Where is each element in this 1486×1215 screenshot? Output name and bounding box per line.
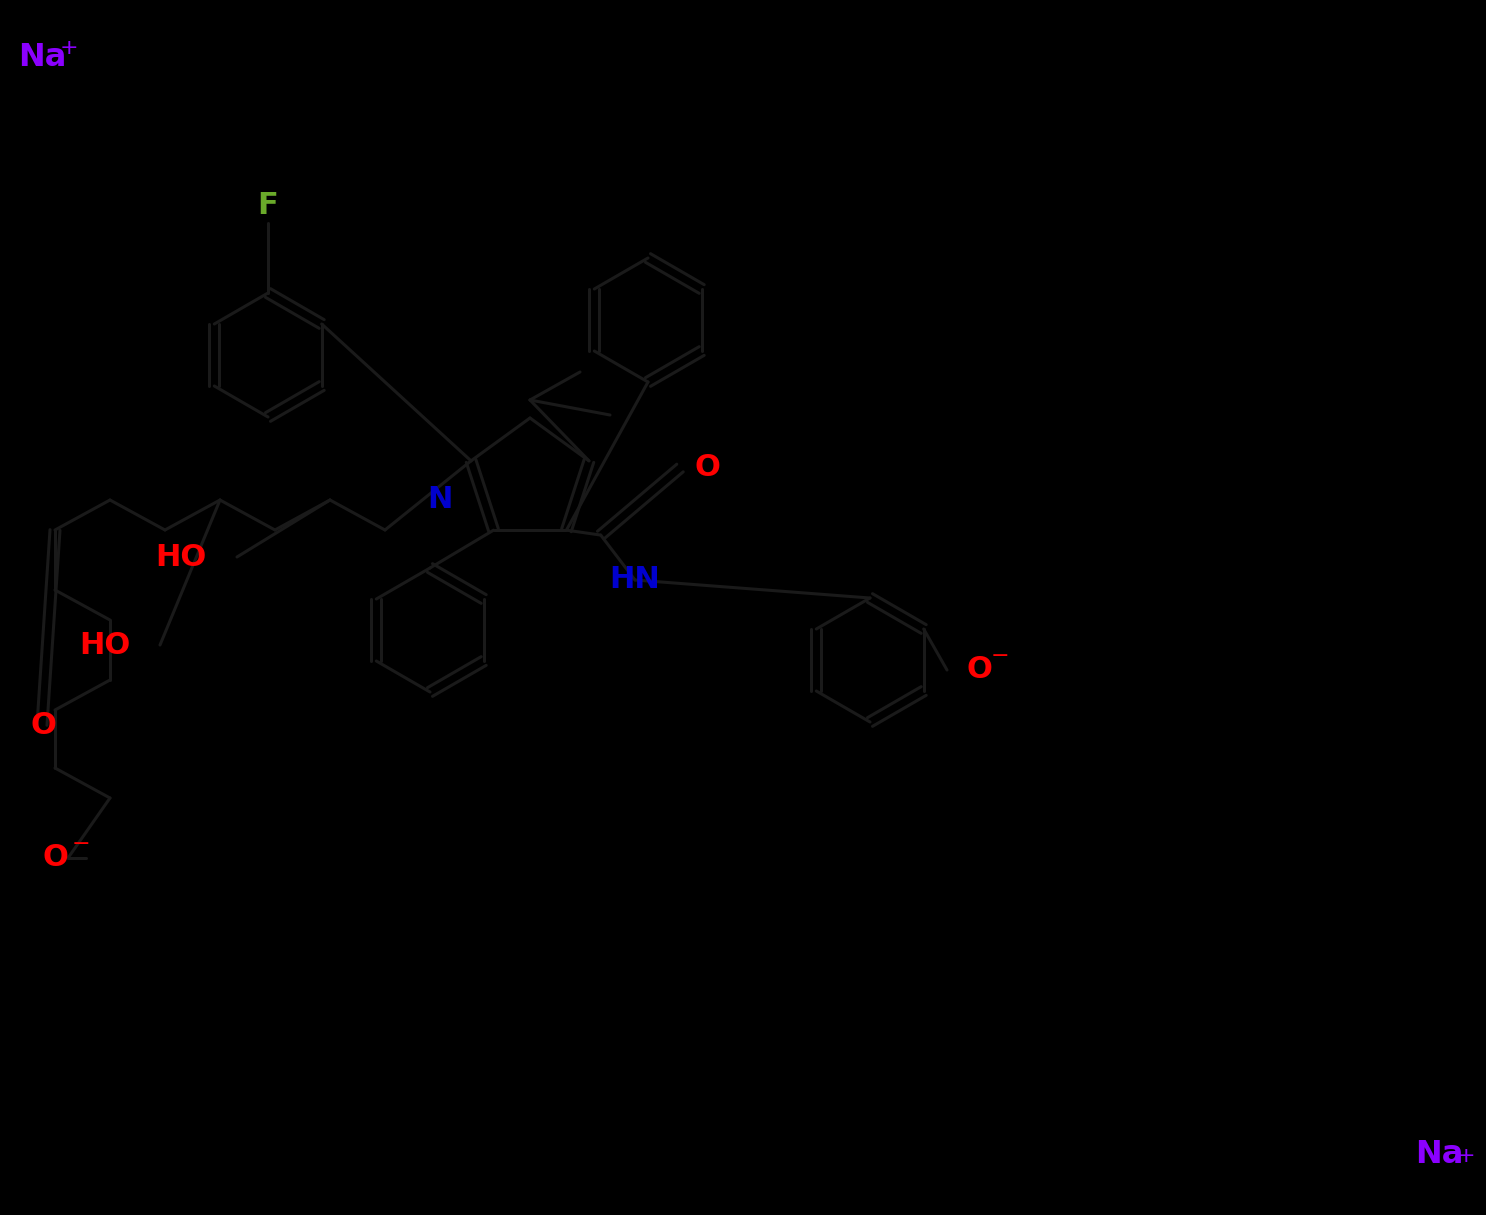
Text: O: O [694,453,719,482]
Text: +: + [1456,1146,1476,1166]
Text: −: − [71,833,91,854]
Text: O: O [967,656,993,684]
Text: HN: HN [609,565,660,594]
Text: HO: HO [79,631,129,660]
Text: N: N [428,486,453,514]
Text: O: O [30,711,56,740]
Text: Na: Na [18,43,67,73]
Text: HO: HO [156,543,207,571]
Text: O: O [42,843,68,872]
Text: −: − [991,646,1009,666]
Text: +: + [59,38,79,58]
Text: Na: Na [1415,1138,1464,1170]
Text: F: F [257,191,278,220]
